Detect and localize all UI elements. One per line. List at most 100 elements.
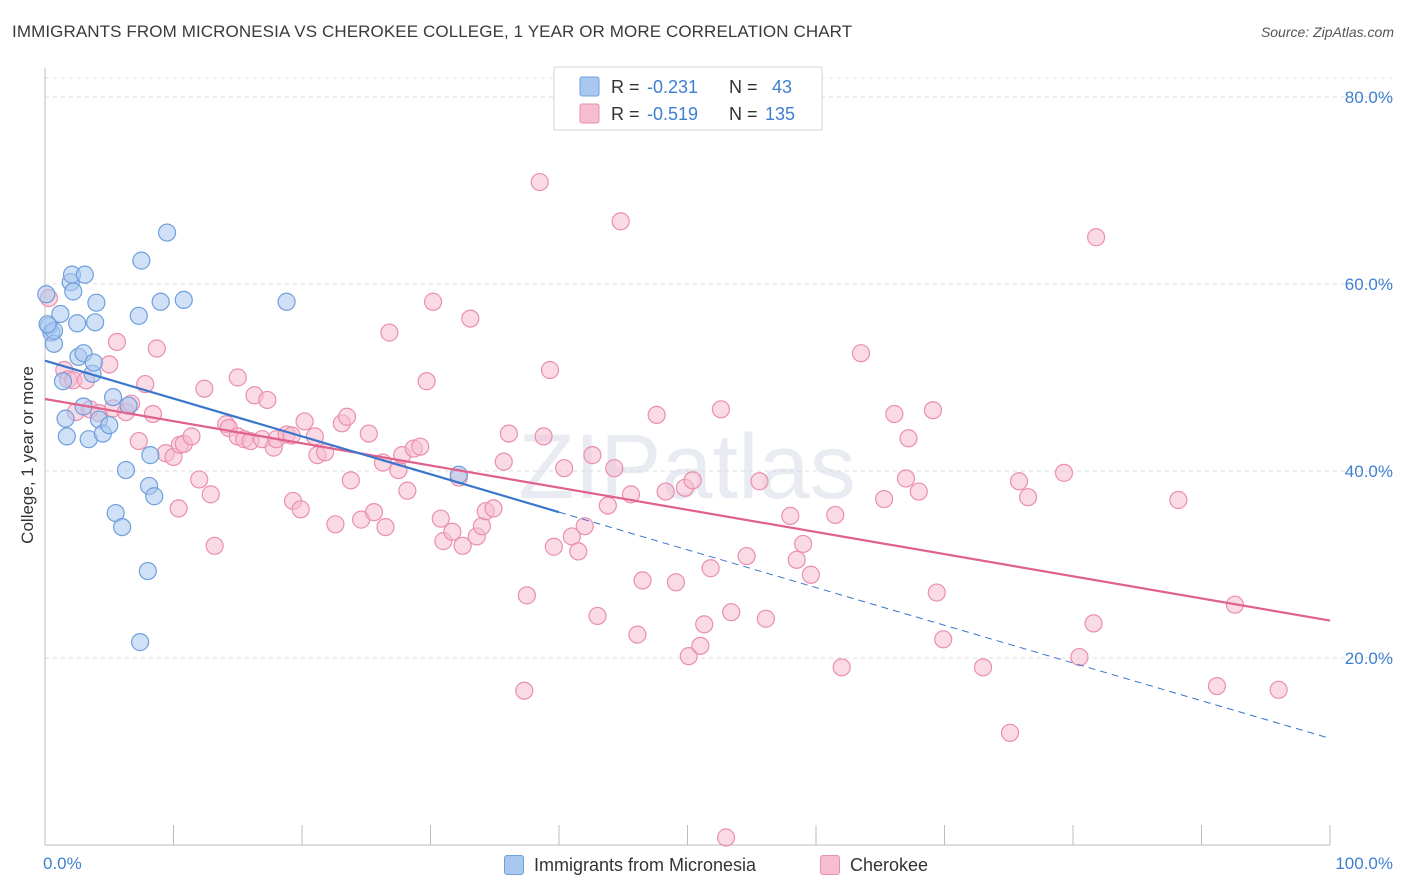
series-cherokee-points [39, 172, 1288, 847]
point-cherokee-71 [484, 499, 503, 518]
point-cherokee-59 [411, 437, 430, 456]
series-micronesia-points [37, 223, 468, 652]
point-cherokee-64 [443, 522, 462, 541]
point-cherokee-115 [885, 404, 904, 424]
point-cherokee-23 [195, 379, 214, 398]
point-cherokee-21 [182, 427, 201, 446]
x-tick-labels: 0.0% 100.0% [43, 854, 1393, 873]
point-micronesia-24 [100, 416, 119, 435]
point-cherokee-74 [515, 681, 534, 700]
point-cherokee-47 [337, 407, 357, 426]
point-cherokee-96 [679, 647, 698, 666]
point-micronesia-35 [141, 446, 160, 465]
trend-line-cherokee [44, 397, 1331, 622]
point-micronesia-12 [68, 314, 87, 333]
point-cherokee-118 [909, 482, 928, 501]
point-micronesia-32 [132, 251, 151, 270]
point-cherokee-128 [1084, 614, 1103, 633]
y-tick-label-20: 20.0% [1345, 649, 1393, 668]
point-cherokee-130 [1169, 490, 1188, 510]
bottom-legend-swatch-cherokee [820, 855, 840, 875]
point-cherokee-80 [555, 459, 574, 478]
point-cherokee-79 [544, 537, 563, 556]
legend-r-label-2: R = [611, 104, 640, 124]
point-cherokee-16 [147, 339, 166, 358]
point-cherokee-61 [423, 292, 443, 311]
point-cherokee-66 [453, 536, 472, 555]
point-cherokee-51 [364, 503, 384, 522]
point-cherokee-133 [1269, 680, 1288, 699]
bottom-legend-micronesia: Immigrants from Micronesia [504, 852, 756, 878]
point-micronesia-42 [38, 315, 57, 334]
point-micronesia-20 [86, 313, 105, 332]
trend-line-micronesia [44, 359, 560, 514]
point-cherokee-110 [801, 565, 820, 584]
point-cherokee-123 [1000, 723, 1020, 742]
point-cherokee-94 [666, 573, 686, 592]
point-cherokee-103 [722, 603, 741, 622]
source-label: Source: ZipAtlas.com [1260, 24, 1394, 40]
point-cherokee-75 [517, 586, 536, 605]
point-cherokee-34 [258, 390, 277, 410]
point-cherokee-69 [472, 517, 491, 536]
trend-line-micronesia-extension [558, 511, 1331, 739]
point-cherokee-102 [716, 828, 736, 847]
point-micronesia-11 [64, 282, 83, 301]
point-micronesia-27 [112, 517, 132, 537]
y-tick-label-80: 80.0% [1345, 88, 1393, 107]
point-micronesia-33 [138, 561, 157, 581]
legend-n-label-1: N = [729, 77, 758, 97]
y-tick-label-60: 60.0% [1345, 275, 1393, 294]
watermark: ZIPatlas [518, 416, 855, 518]
point-micronesia-21 [87, 293, 106, 312]
point-cherokee-105 [750, 472, 769, 491]
point-cherokee-107 [781, 506, 800, 525]
point-micronesia-16 [75, 265, 94, 284]
legend-swatch-micronesia [579, 76, 600, 97]
point-cherokee-57 [398, 481, 417, 500]
bottom-legend-label-cherokee: Cherokee [850, 854, 929, 875]
point-cherokee-104 [737, 546, 756, 566]
point-cherokee-81 [562, 527, 581, 546]
point-cherokee-126 [1054, 463, 1074, 482]
legend-n-label-2: N = [729, 104, 758, 124]
point-cherokee-108 [787, 550, 806, 569]
point-cherokee-100 [701, 559, 720, 578]
point-cherokee-24 [201, 485, 220, 504]
point-micronesia-28 [116, 460, 136, 480]
point-cherokee-116 [896, 469, 916, 488]
point-cherokee-40 [291, 500, 310, 519]
point-cherokee-87 [605, 459, 624, 478]
y-tick-label-40: 40.0% [1345, 462, 1393, 481]
point-cherokee-101 [711, 400, 731, 419]
point-cherokee-10 [107, 332, 127, 352]
point-cherokee-77 [534, 427, 553, 446]
point-cherokee-86 [598, 496, 617, 515]
point-cherokee-117 [899, 429, 918, 448]
point-cherokee-48 [341, 471, 360, 490]
legend-n-value-2: 135 [765, 104, 795, 124]
y-tick-labels: 20.0% 40.0% 60.0% 80.0% [1345, 88, 1393, 668]
correlation-legend: R = -0.231 N = 43 R = -0.519 N = 135 [553, 66, 823, 131]
point-cherokee-22 [190, 470, 209, 489]
point-cherokee-113 [851, 344, 871, 363]
legend-r-value-2: -0.519 [647, 104, 698, 124]
point-cherokee-111 [826, 505, 845, 525]
point-micronesia-6 [53, 372, 73, 391]
point-cherokee-131 [1207, 676, 1227, 696]
point-micronesia-30 [129, 306, 148, 325]
point-cherokee-93 [656, 482, 675, 501]
point-micronesia-7 [56, 409, 75, 428]
point-cherokee-84 [583, 446, 602, 465]
point-cherokee-90 [628, 625, 647, 644]
point-cherokee-121 [934, 630, 953, 649]
legend-n-value-1: 43 [772, 77, 792, 97]
point-cherokee-92 [647, 405, 666, 424]
trend-lines [44, 359, 1331, 739]
x-tick-label-0: 0.0% [43, 854, 82, 873]
legend-r-label-1: R = [611, 77, 640, 97]
point-cherokee-120 [927, 583, 946, 602]
point-micronesia-40 [277, 292, 296, 311]
legend-r-value-1: -0.231 [647, 77, 698, 97]
point-micronesia-19 [84, 353, 103, 372]
